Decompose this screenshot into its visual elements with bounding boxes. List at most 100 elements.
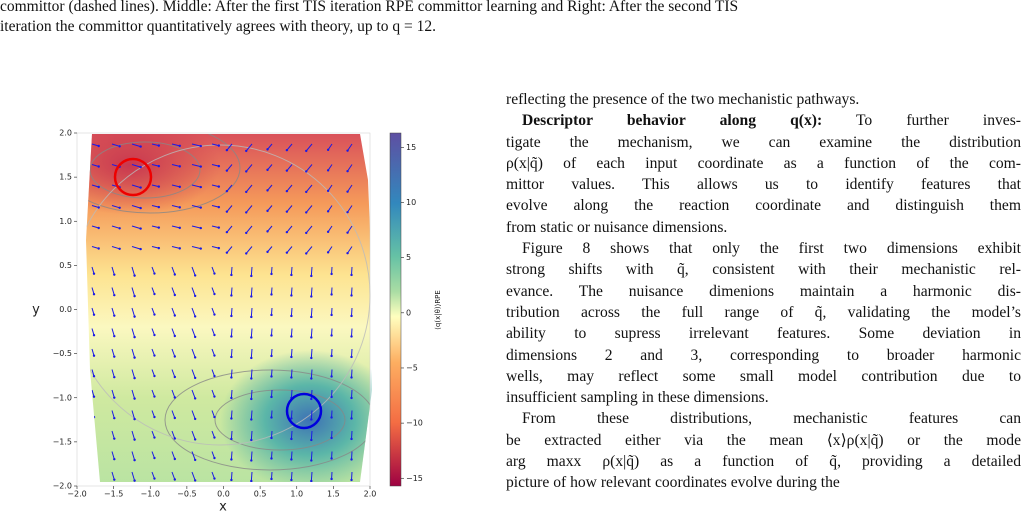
arrow-head [153, 374, 156, 378]
arrow [310, 471, 313, 482]
arrow-head [178, 206, 181, 209]
arrow-head [193, 397, 197, 400]
arrow [131, 348, 136, 358]
arrow-head [153, 354, 156, 357]
arrow [111, 430, 115, 439]
arrow-head [350, 437, 353, 441]
arrow [111, 328, 115, 337]
arrow-head [157, 246, 161, 250]
arrow [230, 389, 233, 399]
arrow-head [133, 438, 136, 441]
arrow [250, 471, 253, 482]
arrow [250, 328, 253, 338]
colorbar-tick-label: −15 [406, 474, 423, 483]
arrow [131, 410, 136, 420]
arrow-head [178, 185, 181, 189]
text-column: reflecting the presence of the two mecha… [506, 89, 1021, 494]
arrow-head [310, 397, 313, 401]
arrow [171, 471, 176, 480]
arrow-head [153, 477, 156, 480]
arrow-head [113, 273, 116, 276]
arrow [191, 246, 201, 250]
arrow-head [153, 456, 156, 460]
arrow [191, 328, 196, 338]
arrow [171, 143, 180, 147]
arrow [310, 369, 313, 379]
arrow-head [173, 396, 177, 399]
arrow-head [92, 272, 96, 275]
arrow-head [245, 252, 248, 255]
arrow [111, 369, 115, 378]
arrow [250, 451, 253, 461]
arrow-head [290, 417, 293, 420]
text-line: Descriptor behavior along q(x): To furth… [506, 110, 1021, 131]
arrow [191, 164, 201, 168]
arrow-head [213, 415, 216, 419]
arrow [310, 266, 313, 277]
arrow [310, 348, 313, 359]
arrow-head [305, 252, 308, 255]
arrow [171, 246, 180, 249]
arrow [230, 348, 233, 358]
arrow-head [330, 416, 333, 419]
arrow [286, 143, 293, 151]
arrow-head [230, 294, 233, 297]
text-line: from static or nuisance dimensions. [506, 218, 728, 236]
state-b-marker [285, 392, 323, 430]
colorbar-tick-label: −5 [406, 363, 418, 372]
arrow-head [199, 226, 202, 230]
arrow-head [173, 293, 177, 297]
arrow-head [270, 395, 273, 399]
arrow-head [225, 189, 229, 193]
arrow-head [157, 185, 161, 188]
arrow-head [178, 165, 181, 168]
arrow [191, 266, 196, 276]
arrow-head [346, 251, 349, 255]
arrow-head [350, 458, 353, 461]
arrow [191, 225, 201, 229]
arrow-head [113, 375, 116, 379]
arrow-head [230, 417, 233, 420]
arrow [290, 410, 293, 419]
text-line: evance. The nuisance dimenions maintain … [506, 282, 1021, 300]
colorbar-tick-label: 5 [406, 253, 411, 262]
arrow-head [199, 144, 202, 148]
arrow-head [230, 355, 233, 359]
arrow-head [173, 416, 177, 420]
arrow-head [193, 438, 197, 441]
arrow-head [230, 314, 233, 318]
arrow [226, 205, 233, 212]
arrow [171, 307, 176, 316]
arrow [245, 225, 253, 234]
arrow-head [250, 315, 253, 319]
arrow [171, 328, 176, 337]
arrow [245, 184, 253, 193]
arrow [131, 471, 136, 481]
arrow-head [92, 477, 96, 480]
arrow [250, 307, 253, 318]
y-tick-label: 1.0 [59, 217, 72, 226]
arrow [245, 143, 253, 152]
arrow-head [250, 274, 253, 278]
arrow [245, 164, 253, 172]
arrow [286, 246, 293, 253]
arrow [131, 430, 136, 440]
arrow-head [217, 226, 221, 229]
arrow-head [250, 397, 253, 401]
arrow-head [225, 169, 229, 172]
arrow-head [330, 293, 333, 296]
arrow-head [133, 376, 136, 380]
arrow-head [213, 354, 216, 357]
arrow-head [199, 247, 202, 250]
arrow-head [113, 437, 116, 440]
arrow [171, 410, 176, 419]
arrow [310, 451, 313, 461]
arrow [191, 369, 196, 379]
arrow [131, 389, 136, 399]
arrow-head [97, 247, 100, 250]
colorbar-tick-label: −10 [406, 419, 423, 428]
arrow-head [230, 478, 233, 482]
arrow-head [213, 456, 216, 460]
arrow-head [346, 149, 349, 152]
